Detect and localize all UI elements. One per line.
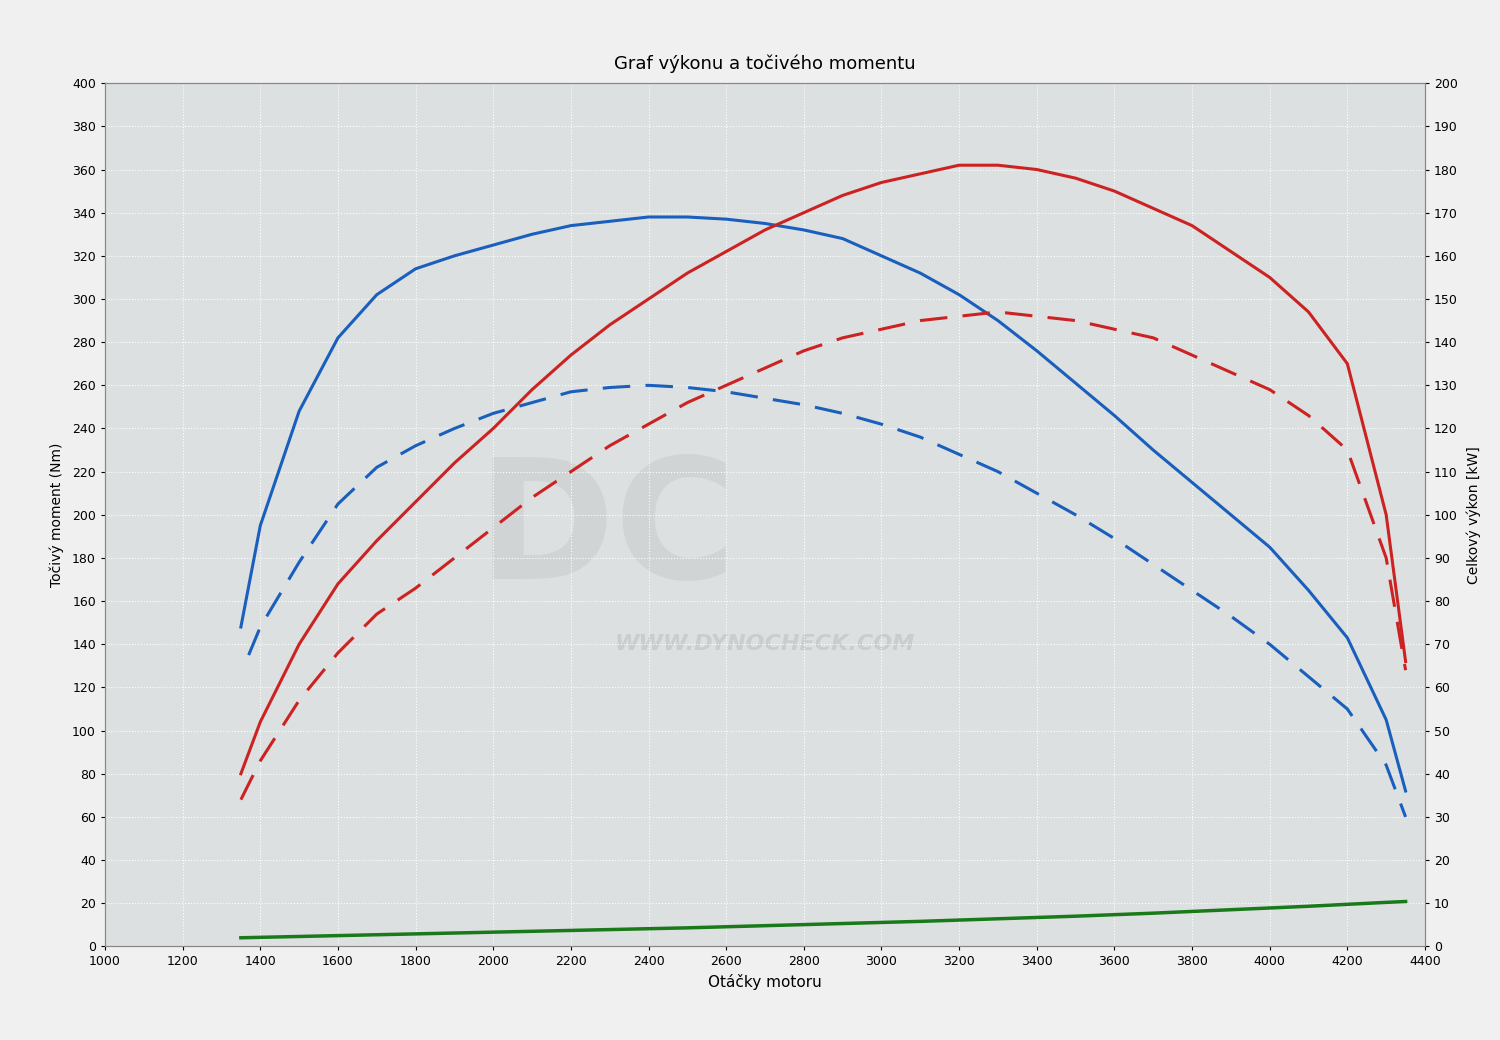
X-axis label: Otáčky motoru: Otáčky motoru [708,974,822,990]
Y-axis label: Točivý moment (Nm): Točivý moment (Nm) [50,443,64,587]
Y-axis label: Celkový výkon [kW]: Celkový výkon [kW] [1466,446,1480,583]
Text: WWW.DYNOCHECK.COM: WWW.DYNOCHECK.COM [615,634,915,654]
Text: DC: DC [477,450,736,614]
Title: Graf výkonu a točivého momentu: Graf výkonu a točivého momentu [614,55,916,73]
